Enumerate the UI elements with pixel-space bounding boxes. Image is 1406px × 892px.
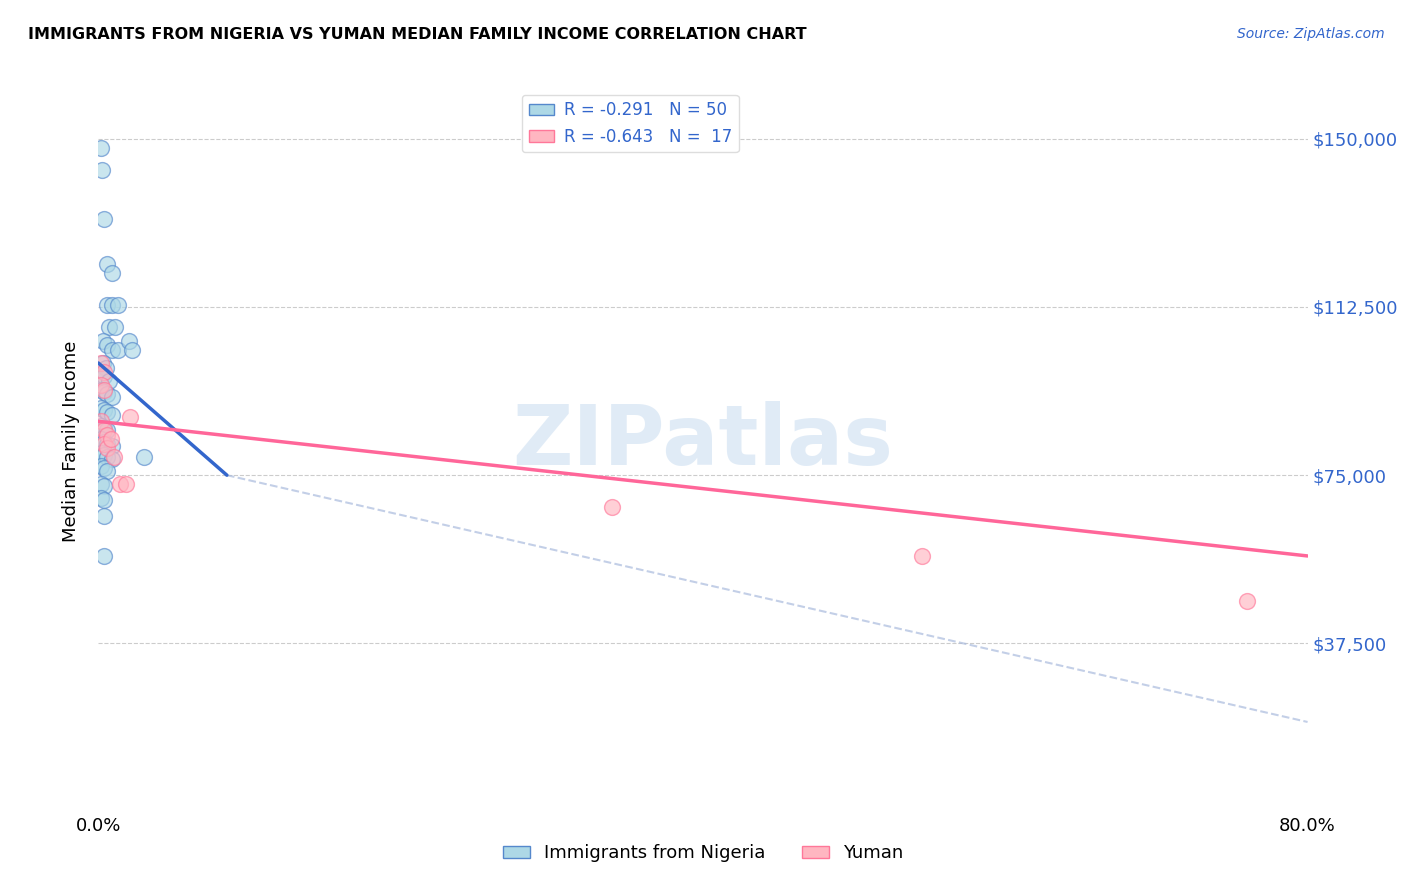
Point bbox=[90, 401, 112, 415]
Point bbox=[602, 500, 624, 514]
Point bbox=[101, 452, 124, 467]
Point bbox=[91, 334, 114, 348]
Point bbox=[91, 163, 114, 178]
Point bbox=[93, 212, 115, 227]
Point bbox=[96, 442, 118, 456]
Legend: R = -0.291   N = 50, R = -0.643   N =  17: R = -0.291 N = 50, R = -0.643 N = 17 bbox=[522, 95, 738, 153]
Y-axis label: Median Family Income: Median Family Income bbox=[62, 341, 80, 542]
Point bbox=[96, 437, 118, 451]
Point bbox=[93, 434, 115, 449]
Point bbox=[91, 356, 114, 370]
Point bbox=[90, 477, 112, 491]
Point bbox=[93, 369, 115, 384]
Point bbox=[93, 403, 115, 417]
Point bbox=[96, 464, 118, 478]
Point bbox=[108, 477, 131, 491]
Legend: Immigrants from Nigeria, Yuman: Immigrants from Nigeria, Yuman bbox=[495, 838, 911, 870]
Point bbox=[93, 549, 115, 563]
Point bbox=[96, 405, 118, 419]
Point bbox=[96, 298, 118, 312]
Point bbox=[101, 439, 124, 453]
Point bbox=[94, 360, 117, 375]
Point bbox=[90, 378, 112, 392]
Point bbox=[114, 477, 136, 491]
Point bbox=[90, 432, 112, 446]
Point bbox=[101, 343, 124, 357]
Point bbox=[118, 334, 141, 348]
Point bbox=[103, 450, 125, 465]
Point bbox=[90, 418, 112, 433]
Point bbox=[96, 338, 118, 352]
Point bbox=[96, 423, 118, 437]
Point bbox=[93, 508, 115, 523]
Point bbox=[100, 432, 122, 446]
Point bbox=[93, 448, 115, 462]
Point bbox=[101, 266, 124, 280]
Point bbox=[93, 383, 115, 397]
Point bbox=[90, 491, 112, 505]
Point bbox=[121, 343, 143, 357]
Point bbox=[90, 446, 112, 460]
Point bbox=[98, 374, 121, 388]
Point bbox=[107, 343, 129, 357]
Point bbox=[911, 549, 934, 563]
Point bbox=[90, 414, 112, 428]
Point bbox=[93, 479, 115, 493]
Point bbox=[120, 409, 142, 424]
Point bbox=[93, 461, 115, 475]
Point bbox=[107, 298, 129, 312]
Point bbox=[132, 450, 155, 465]
Point bbox=[96, 450, 118, 465]
Text: Source: ZipAtlas.com: Source: ZipAtlas.com bbox=[1237, 27, 1385, 41]
Point bbox=[93, 421, 115, 435]
Point bbox=[93, 437, 115, 451]
Point bbox=[90, 459, 112, 474]
Point bbox=[1236, 594, 1258, 608]
Point bbox=[90, 141, 112, 155]
Point bbox=[98, 320, 121, 334]
Text: IMMIGRANTS FROM NIGERIA VS YUMAN MEDIAN FAMILY INCOME CORRELATION CHART: IMMIGRANTS FROM NIGERIA VS YUMAN MEDIAN … bbox=[28, 27, 807, 42]
Point bbox=[90, 356, 112, 370]
Point bbox=[90, 383, 112, 397]
Point bbox=[96, 387, 118, 401]
Point bbox=[93, 365, 115, 379]
Text: ZIPatlas: ZIPatlas bbox=[513, 401, 893, 482]
Point bbox=[101, 298, 124, 312]
Point bbox=[101, 408, 124, 422]
Point bbox=[93, 423, 115, 437]
Point bbox=[104, 320, 127, 334]
Point bbox=[101, 390, 124, 404]
Point bbox=[90, 369, 112, 384]
Point bbox=[96, 257, 118, 271]
Point bbox=[93, 385, 115, 400]
Point bbox=[96, 427, 118, 442]
Point bbox=[93, 492, 115, 507]
